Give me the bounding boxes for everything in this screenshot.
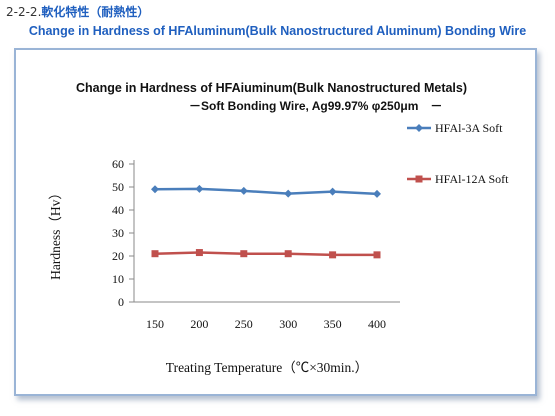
y-tick-label: 20: [112, 249, 124, 263]
data-point: [195, 249, 203, 257]
data-point: [329, 251, 337, 259]
data-point: [151, 250, 159, 258]
data-point: [240, 250, 248, 258]
axes: 0 10 20 30 40 50 60 150 200 250 300 350 400: [112, 157, 400, 331]
chart-panel: Change in Hardness of HFAiuminum(Bulk Na…: [14, 48, 537, 396]
section-number: 2-2-2.: [6, 5, 42, 19]
series-line: [154, 187, 378, 196]
data-point: [373, 189, 381, 198]
legend-swatch-marker: [415, 124, 423, 132]
x-tick-label: 250: [235, 317, 253, 331]
section-heading: 2-2-2.軟化特性（耐熱性）: [6, 3, 149, 20]
data-point: [284, 250, 292, 258]
data-point: [151, 185, 159, 194]
x-tick-label: 300: [279, 317, 297, 331]
data-point: [284, 189, 293, 198]
y-tick-label: 30: [112, 226, 124, 240]
legend-label: HFAl-3A Soft: [435, 121, 503, 135]
legend-swatch-marker: [415, 175, 423, 183]
x-tick-label: 150: [146, 317, 164, 331]
hardness-chart: Change in Hardness of HFAiuminum(Bulk Na…: [48, 81, 509, 375]
chart-subtitle: －Soft Bonding Wire, Ag99.97% φ250μm －: [189, 99, 442, 113]
x-tick-label: 200: [190, 317, 208, 331]
chart-title: Change in Hardness of HFAiuminum(Bulk Na…: [76, 81, 467, 95]
x-axis-label: Treating Temperature（℃×30min.）: [166, 360, 368, 375]
section-subtitle: Change in Hardness of HFAluminum(Bulk Na…: [28, 24, 527, 38]
data-point: [195, 184, 204, 193]
x-tick-label: 400: [368, 317, 386, 331]
series-line: [154, 251, 377, 257]
section-title-jp: 軟化特性（耐熱性）: [41, 5, 150, 19]
data-point: [239, 186, 248, 195]
y-tick-label: 40: [112, 203, 124, 217]
y-tick-label: 0: [118, 295, 124, 309]
legend-label: HFAl-12A Soft: [435, 172, 509, 186]
series-group: [151, 184, 381, 259]
y-axis-label: Hardness（Hv）: [48, 186, 63, 280]
legend: HFAl-3A Soft HFAl-12A Soft: [407, 121, 509, 186]
x-tick-label: 350: [324, 317, 342, 331]
y-tick-label: 10: [112, 272, 124, 286]
data-point: [373, 251, 381, 259]
y-tick-label: 50: [112, 180, 124, 194]
data-point: [328, 187, 337, 196]
y-tick-label: 60: [112, 157, 124, 171]
